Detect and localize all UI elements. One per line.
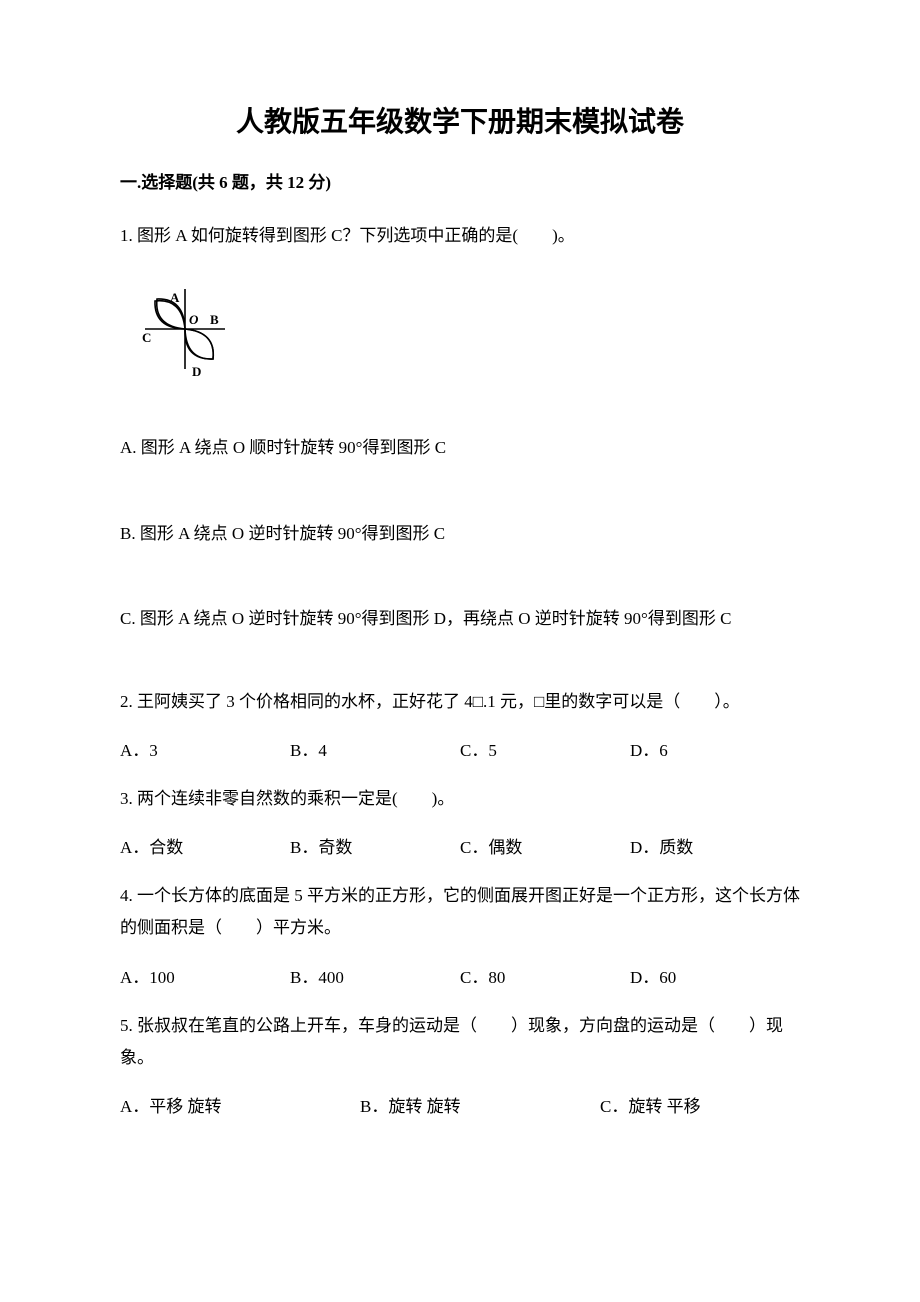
section-header: 一.选择题(共 6 题，共 12 分) [120,168,800,193]
label-C: C [142,330,151,345]
q2-D: D．6 [630,736,800,761]
q5-B: B．旋转 旋转 [360,1092,600,1117]
q4-text: 4. 一个长方体的底面是 5 平方米的正方形，它的侧面展开图正好是一个正方形，这… [120,880,800,945]
q2-B: B．4 [290,736,460,761]
q2-text: 2. 王阿姨买了 3 个价格相同的水杯，正好花了 4□.1 元，□里的数字可以是… [120,686,800,718]
page-title: 人教版五年级数学下册期末模拟试卷 [120,100,800,140]
q1-optA: A. 图形 A 绕点 O 顺时针旋转 90°得到图形 C [120,429,800,466]
q1-optC: C. 图形 A 绕点 O 逆时针旋转 90°得到图形 D，再绕点 O 逆时针旋转… [120,600,800,637]
q4-options: A．100 B．400 C．80 D．60 [120,963,800,988]
q4-A: A．100 [120,963,290,988]
q1-figure: A O B C D [120,274,800,389]
rotation-figure-svg: A O B C D [120,274,260,384]
q5-C: C．旋转 平移 [600,1092,800,1117]
q1-text: 1. 图形 A 如何旋转得到图形 C？下列选项中正确的是( )。 [120,217,800,254]
q3-B: B．奇数 [290,833,460,858]
q2-C: C．5 [460,736,630,761]
q3-C: C．偶数 [460,833,630,858]
q3-text: 3. 两个连续非零自然数的乘积一定是( )。 [120,783,800,815]
q3-options: A．合数 B．奇数 C．偶数 D．质数 [120,833,800,858]
label-D: D [192,364,201,379]
q1-optB: B. 图形 A 绕点 O 逆时针旋转 90°得到图形 C [120,515,800,552]
q5-text: 5. 张叔叔在笔直的公路上开车，车身的运动是（ ）现象，方向盘的运动是（ ）现象… [120,1010,800,1075]
q4-B: B．400 [290,963,460,988]
q4-C: C．80 [460,963,630,988]
label-B: B [210,312,219,327]
q2-A: A．3 [120,736,290,761]
q4-D: D．60 [630,963,800,988]
label-A: A [170,290,180,305]
label-O: O [189,312,199,327]
q2-options: A．3 B．4 C．5 D．6 [120,736,800,761]
q3-D: D．质数 [630,833,800,858]
q5-options: A．平移 旋转 B．旋转 旋转 C．旋转 平移 [120,1092,800,1117]
q3-A: A．合数 [120,833,290,858]
q5-A: A．平移 旋转 [120,1092,360,1117]
